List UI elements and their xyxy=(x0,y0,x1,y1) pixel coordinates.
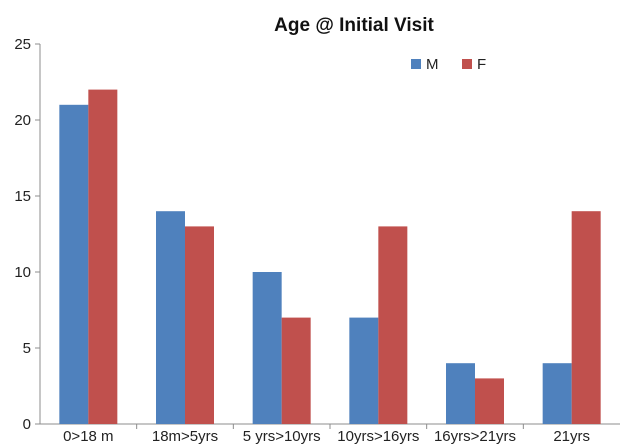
legend-label-f: F xyxy=(477,56,486,73)
bar-f-2 xyxy=(281,317,311,424)
y-tick-label: 0 xyxy=(23,416,31,433)
bar-m-5 xyxy=(542,363,572,424)
bar-m-2 xyxy=(252,272,282,424)
chart-title: Age @ Initial Visit xyxy=(274,15,434,36)
legend-label-m: M xyxy=(426,56,439,73)
legend-swatch-m xyxy=(411,59,421,69)
x-tick-label: 21yrs xyxy=(553,428,590,444)
y-tick-label: 10 xyxy=(14,264,31,281)
bar-group xyxy=(59,89,601,425)
y-tick-label: 15 xyxy=(14,188,31,205)
y-tick-label: 5 xyxy=(23,340,31,357)
x-tick-label: 5 yrs>10yrs xyxy=(243,428,321,444)
x-tick-label: 0>18 m xyxy=(63,428,113,444)
bar-m-0 xyxy=(59,104,89,425)
bar-f-1 xyxy=(185,226,214,424)
bar-m-3 xyxy=(349,317,379,424)
x-tick-label: 16yrs>21yrs xyxy=(434,428,516,444)
y-tick-label: 20 xyxy=(14,112,31,129)
bar-f-4 xyxy=(475,378,504,424)
bar-m-1 xyxy=(156,211,185,424)
bar-m-4 xyxy=(446,363,475,424)
bar-f-0 xyxy=(88,89,118,424)
y-tick-label: 25 xyxy=(14,36,31,53)
x-tick-label: 10yrs>16yrs xyxy=(337,428,419,444)
chart-axes: 0 5 10 15 20 25 0>18 m 18m>5yrs 5 yrs>10yrs 10yrs… xyxy=(14,36,620,444)
x-tick-label: 18m>5yrs xyxy=(152,428,218,444)
bar-f-3 xyxy=(378,226,408,424)
legend-swatch-f xyxy=(462,59,472,69)
bar-f-5 xyxy=(571,211,601,424)
